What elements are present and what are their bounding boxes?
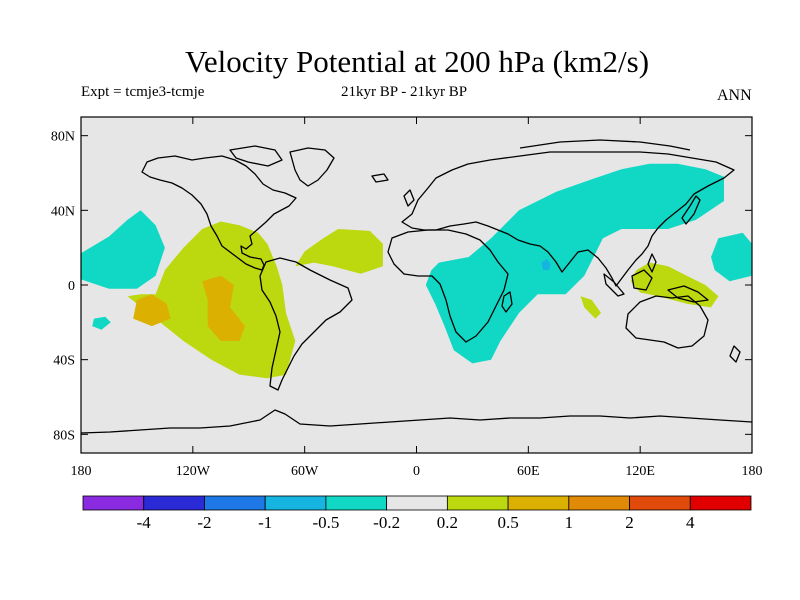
contour-region-south-pacific-negative-patch bbox=[92, 316, 111, 330]
lon-tick-label: 60E bbox=[517, 464, 540, 479]
right-subtitle: ANN bbox=[717, 87, 752, 104]
colorbar-label: 2 bbox=[625, 513, 634, 532]
colorbar-swatch bbox=[386, 495, 448, 511]
lat-tick-label: 40N bbox=[51, 204, 75, 219]
colorbar-label: 0.5 bbox=[497, 513, 518, 532]
colorbar-label: -0.5 bbox=[312, 513, 339, 532]
colorbar-label: -2 bbox=[197, 513, 211, 532]
colorbar-swatch bbox=[689, 495, 752, 511]
colorbar-label: -4 bbox=[137, 513, 152, 532]
coastline-madagascar bbox=[501, 291, 513, 313]
colorbar-swatch bbox=[325, 495, 388, 511]
coastline-eurasia bbox=[401, 151, 735, 287]
coastline-new-zealand bbox=[729, 345, 741, 363]
coastline-japan bbox=[681, 195, 701, 225]
lon-tick-label: 120E bbox=[625, 464, 655, 479]
contour-region-pacific-orange-core-1 bbox=[133, 294, 171, 327]
coastline-new-guinea bbox=[667, 285, 709, 303]
coastline-philippines bbox=[647, 253, 657, 273]
contour-region-maritime-continent-positive bbox=[630, 262, 719, 308]
colorbar-swatch bbox=[446, 495, 509, 511]
colorbar-label: 1 bbox=[565, 513, 574, 532]
lon-tick-label: 180 bbox=[71, 464, 92, 479]
lat-tick-label: 80S bbox=[53, 428, 75, 443]
contour-region-eurasia-indian-ocean-negative bbox=[425, 163, 724, 364]
coastline-australia bbox=[625, 295, 709, 349]
lon-tick-label: 120W bbox=[176, 464, 211, 479]
lat-tick-label: 0 bbox=[68, 279, 75, 294]
left-subtitle: Expt = tcmje3-tcmje bbox=[81, 84, 205, 100]
coastline-greenland bbox=[289, 147, 335, 187]
coastline-borneo bbox=[631, 269, 653, 291]
coastline-canadian-arctic bbox=[229, 145, 283, 167]
colorbar-label: -1 bbox=[258, 513, 272, 532]
page-title: Velocity Potential at 200 hPa (km2/s) bbox=[184, 44, 650, 79]
contour-region-arabian-sea-blue-core bbox=[541, 258, 551, 271]
coastline-africa bbox=[387, 229, 509, 343]
coastline-sumatra bbox=[603, 273, 625, 297]
lat-tick-label: 40S bbox=[53, 354, 75, 369]
coastline-antarctica bbox=[81, 409, 752, 434]
colorbar-swatch bbox=[143, 495, 205, 511]
contour-region-atlantic-positive bbox=[295, 229, 383, 274]
coastlines bbox=[81, 139, 752, 434]
colorbar-label: 0.2 bbox=[437, 513, 458, 532]
colorbar-swatch bbox=[82, 495, 145, 511]
coastline-north-america bbox=[141, 155, 297, 271]
lon-tick-label: 0 bbox=[413, 464, 420, 479]
coastline-arctic-siberia bbox=[519, 139, 691, 151]
coastline-iceland bbox=[371, 173, 389, 183]
colorbar: -4 -2 -1 -0.5 -0.2 0.2 0.5 1 2 4 bbox=[82, 495, 752, 532]
shaded-contours bbox=[81, 163, 752, 379]
colorbar-swatch bbox=[507, 495, 570, 511]
lon-tick-label: 60W bbox=[291, 464, 319, 479]
contour-region-pacific-orange-core-2 bbox=[202, 275, 245, 341]
longitude-axis: 180 120W 60W 0 60E 120E 180 bbox=[71, 117, 763, 479]
latitude-axis: 80N 40N 0 40S 80S bbox=[51, 130, 752, 443]
colorbar-swatch bbox=[264, 495, 327, 511]
colorbar-label: 4 bbox=[686, 513, 695, 532]
colorbar-label: -0.2 bbox=[373, 513, 400, 532]
colorbar-swatch bbox=[204, 495, 266, 511]
lat-tick-label: 80N bbox=[51, 130, 75, 145]
contour-region-indian-ocean-positive bbox=[580, 296, 601, 319]
center-subtitle: 21kyr BP - 21kyr BP bbox=[341, 84, 468, 100]
contour-region-northeast-pacific-negative bbox=[81, 210, 165, 289]
coastline-south-america bbox=[259, 257, 353, 391]
lon-tick-label: 180 bbox=[742, 464, 763, 479]
coastline-uk bbox=[403, 189, 415, 207]
colorbar-swatch bbox=[568, 495, 630, 511]
colorbar-swatch bbox=[629, 495, 691, 511]
contour-region-west-pacific-negative bbox=[711, 232, 752, 282]
